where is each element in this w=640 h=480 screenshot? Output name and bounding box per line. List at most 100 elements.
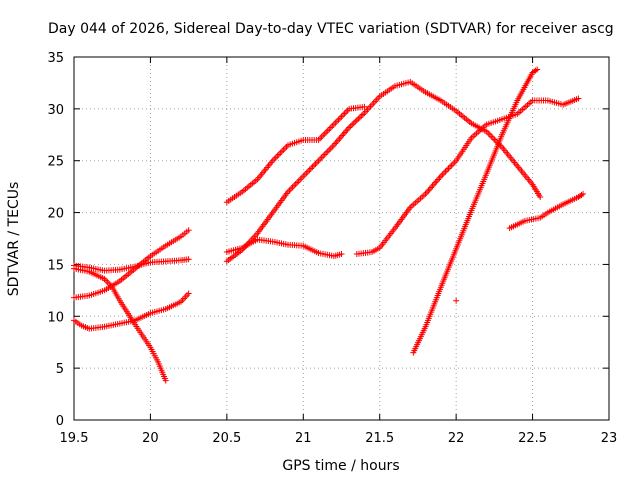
data-point (448, 162, 455, 169)
x-axis-label: GPS time / hours (282, 458, 399, 474)
data-point (280, 146, 287, 153)
data-point (321, 130, 328, 137)
series-s6 (223, 78, 544, 265)
data-point (329, 122, 336, 129)
data-point (314, 159, 321, 166)
data-point (445, 165, 452, 172)
data-point (327, 124, 334, 131)
x-tick-label: 21 (295, 431, 312, 446)
x-tick-label: 19.5 (60, 431, 89, 446)
data-point (336, 115, 343, 122)
data-point (340, 112, 347, 119)
series-group (71, 66, 587, 384)
data-point (580, 190, 587, 197)
data-point (575, 95, 582, 102)
data-point (185, 256, 192, 263)
data-point (358, 112, 365, 119)
data-point (318, 133, 325, 140)
series-s5 (223, 103, 368, 206)
series-s10 (453, 297, 460, 304)
data-point (320, 132, 327, 139)
data-point (451, 159, 458, 166)
data-point (332, 119, 339, 126)
data-point (306, 167, 313, 174)
x-tick-label: 23 (601, 431, 618, 446)
data-point (321, 151, 328, 158)
data-point (271, 156, 278, 163)
data-point (330, 121, 337, 128)
data-point (353, 117, 360, 124)
data-point (359, 111, 366, 118)
data-point (453, 297, 460, 304)
data-point (442, 168, 449, 175)
data-point (274, 153, 281, 160)
series-s11 (506, 190, 587, 232)
y-tick-label: 10 (47, 310, 64, 325)
data-point (338, 251, 345, 258)
data-point (338, 113, 345, 120)
data-point (341, 110, 348, 117)
y-tick-label: 5 (56, 362, 64, 377)
series-s9 (410, 66, 541, 356)
series-s2 (71, 256, 192, 274)
data-point (440, 170, 447, 177)
series-s1 (71, 227, 192, 301)
data-point (329, 143, 336, 150)
data-point (447, 163, 454, 170)
data-point (335, 116, 342, 123)
data-point (327, 145, 334, 152)
y-tick-label: 0 (56, 414, 64, 429)
data-point (324, 148, 331, 155)
data-point (310, 162, 317, 169)
data-point (315, 157, 322, 164)
chart-title: Day 044 of 2026, Sidereal Day-to-day VTE… (48, 21, 614, 37)
data-point (317, 135, 324, 142)
data-point (307, 165, 314, 172)
data-point (286, 187, 293, 194)
series-s8 (353, 95, 582, 258)
y-axis-label: SDTVAR / TECUs (6, 182, 22, 297)
data-point (486, 131, 493, 138)
x-tick-label: 22.5 (518, 431, 547, 446)
data-point (324, 127, 331, 134)
data-point (350, 120, 357, 127)
data-point (303, 170, 310, 177)
x-tick-label: 20.5 (212, 431, 241, 446)
data-point (275, 151, 282, 158)
data-point (537, 194, 544, 201)
data-point (295, 177, 302, 184)
data-point (326, 146, 333, 153)
x-tick-label: 20 (142, 431, 159, 446)
x-tick-label: 22 (448, 431, 465, 446)
data-point (534, 66, 541, 73)
data-point (326, 126, 333, 133)
data-point (439, 171, 446, 178)
data-point (488, 133, 495, 140)
data-point (294, 179, 301, 186)
grid (74, 57, 609, 420)
data-point (489, 134, 496, 141)
data-point (352, 118, 359, 125)
series-s3 (71, 265, 169, 384)
data-point (300, 173, 307, 180)
data-point (301, 171, 308, 178)
x-tick-label: 21.5 (365, 431, 394, 446)
data-point (297, 176, 304, 183)
data-point (356, 114, 363, 121)
data-point (304, 168, 311, 175)
data-point (347, 123, 354, 130)
y-tick-label: 30 (47, 103, 64, 118)
data-point (309, 163, 316, 170)
data-point (323, 149, 330, 156)
y-tick-label: 15 (47, 258, 64, 273)
data-point (281, 145, 288, 152)
data-point (312, 160, 319, 167)
data-point (320, 153, 327, 160)
data-point (361, 103, 368, 110)
data-point (355, 115, 362, 122)
series-s4 (71, 290, 192, 332)
data-point (185, 290, 192, 297)
y-tick-label: 25 (47, 155, 64, 170)
data-point (278, 148, 285, 155)
